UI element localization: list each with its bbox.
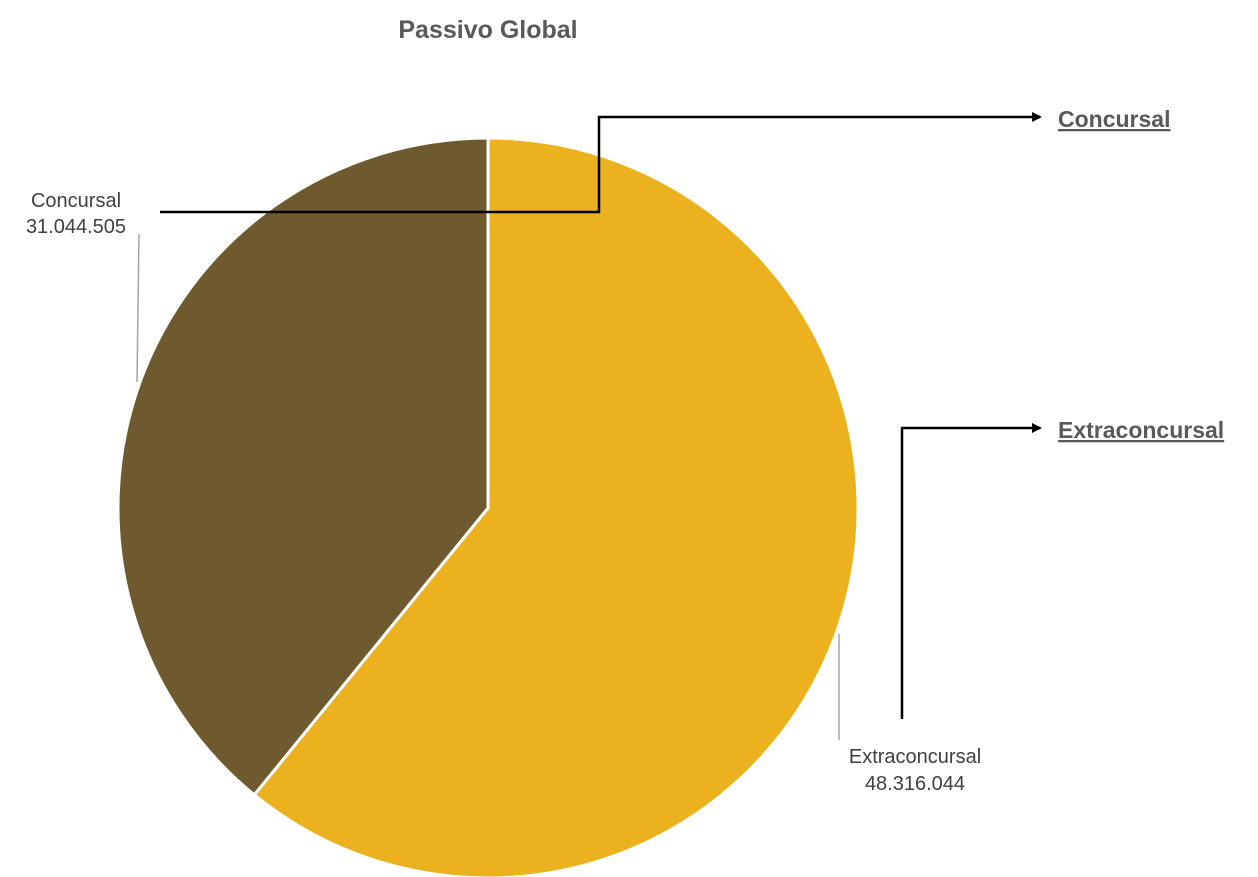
pie-slice-extraconcursal <box>252 136 860 877</box>
extraconcursal-link[interactable]: Extraconcursal <box>1058 417 1224 443</box>
data-label-concursal-name: Concursal <box>31 190 121 212</box>
data-label-extraconcursal-name: Extraconcursal <box>849 746 981 768</box>
arrow-concursal <box>160 112 1042 214</box>
pie-slice-concursal <box>116 136 490 797</box>
chart-title: Passivo Global <box>398 16 577 44</box>
data-label-concursal-value: 31.044.505 <box>26 216 126 238</box>
pie-slices <box>116 136 860 877</box>
leader-line-concursal <box>136 233 140 383</box>
data-label-extraconcursal-value: 48.316.044 <box>865 773 965 795</box>
concursal-link[interactable]: Concursal <box>1058 106 1170 132</box>
arrow-extraconcursal <box>900 423 1042 719</box>
